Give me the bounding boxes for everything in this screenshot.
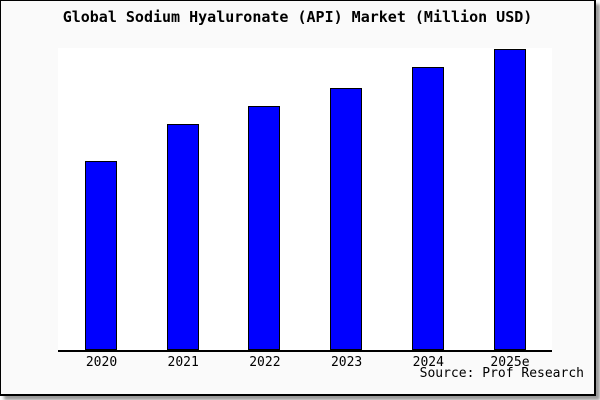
plot-area bbox=[58, 48, 552, 352]
bar-2022 bbox=[248, 106, 281, 350]
x-tick-label-2023: 2023 bbox=[330, 355, 363, 370]
bar-2021 bbox=[166, 124, 199, 350]
bar-2024 bbox=[411, 67, 444, 350]
chart-title: Global Sodium Hyaluronate (API) Market (… bbox=[62, 8, 533, 26]
bar-2020 bbox=[85, 161, 117, 350]
source-text: Source: Prof Research bbox=[419, 366, 584, 381]
x-tick-label-2025e: 2025e bbox=[490, 355, 530, 370]
x-tick-label-2022: 2022 bbox=[249, 355, 281, 370]
x-tick-label-2024: 2024 bbox=[412, 355, 444, 370]
x-tick-label-2020: 2020 bbox=[85, 355, 118, 370]
bar-2023 bbox=[330, 88, 363, 350]
x-tick-label-2021: 2021 bbox=[167, 355, 199, 370]
bar-2025e bbox=[493, 49, 526, 350]
